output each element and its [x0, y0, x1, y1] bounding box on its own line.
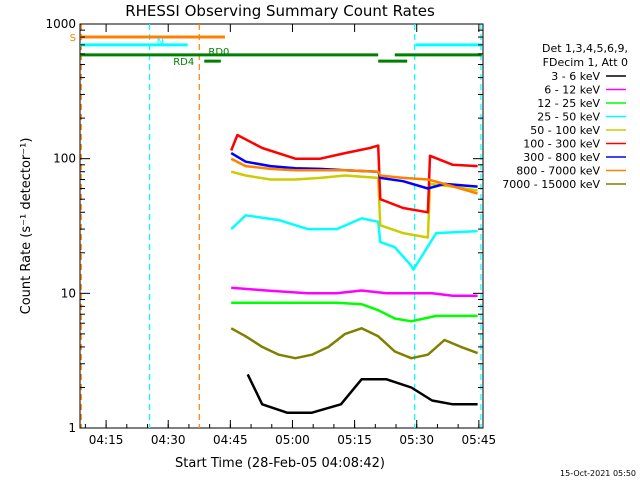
- series-line: [231, 301, 478, 323]
- flag-bar-label: N: [157, 37, 164, 48]
- legend-label: 7000 - 15000 keV: [502, 178, 600, 191]
- x-tick-label: 05:00: [275, 433, 310, 447]
- chart-title: RHESSI Observing Summary Count Rates: [125, 2, 435, 20]
- vertical-markers: [80, 24, 482, 428]
- series-line: [230, 214, 478, 271]
- legend-label: 12 - 25 keV: [537, 97, 600, 110]
- plot-frame: [79, 23, 484, 429]
- legend-header-decimation: FDecim 1, Att 0: [543, 56, 628, 69]
- x-axis-label: Start Time (28-Feb-05 04:08:42): [175, 456, 385, 471]
- legend-label: 800 - 7000 keV: [516, 165, 600, 178]
- series-lines: [230, 133, 479, 414]
- y-axis-label: Count Rate (s⁻¹ detector⁻¹): [19, 138, 34, 315]
- x-tick-label: 04:15: [89, 433, 124, 447]
- y-tick-label: 1000: [45, 17, 76, 31]
- x-tick-label: 05:15: [337, 433, 372, 447]
- x-tick-label: 05:45: [462, 433, 497, 447]
- series-line: [230, 133, 478, 214]
- flag-bar-label: RD4: [173, 57, 194, 68]
- legend-label: 6 - 12 keV: [544, 84, 600, 97]
- legend-label: 300 - 800 keV: [523, 151, 600, 164]
- legend: Det 1,3,4,5,6,9, FDecim 1, Att 0 3 - 6 k…: [502, 42, 628, 191]
- series-line: [230, 170, 478, 239]
- legend-label: 25 - 50 keV: [537, 111, 600, 124]
- flag-bar-label: RD0: [208, 47, 229, 58]
- series-line: [230, 157, 478, 195]
- axis-ticks: 04:15 04:30 04:45 05:00 05:15 05:30 05:45 1 10 10…: [45, 17, 496, 447]
- flag-bars: S N RD0 RD4: [70, 33, 482, 68]
- x-tick-label: 05:30: [399, 433, 434, 447]
- legend-label: 3 - 6 keV: [551, 70, 600, 83]
- footer-timestamp: 15-Oct-2021 05:50: [560, 469, 636, 478]
- series-line: [230, 327, 479, 360]
- x-tick-label: 04:45: [213, 433, 248, 447]
- y-tick-label: 10: [61, 286, 76, 300]
- y-tick-label: 100: [53, 152, 76, 166]
- plot-area: [79, 23, 484, 429]
- series-line: [246, 373, 478, 414]
- x-tick-label: 04:30: [151, 433, 186, 447]
- legend-label: 100 - 300 keV: [523, 138, 600, 151]
- series-line: [231, 286, 478, 297]
- legend-label: 50 - 100 keV: [530, 124, 600, 137]
- legend-header-detectors: Det 1,3,4,5,6,9,: [542, 42, 628, 55]
- flag-bar-label: S: [70, 33, 76, 44]
- y-tick-label: 1: [68, 421, 76, 435]
